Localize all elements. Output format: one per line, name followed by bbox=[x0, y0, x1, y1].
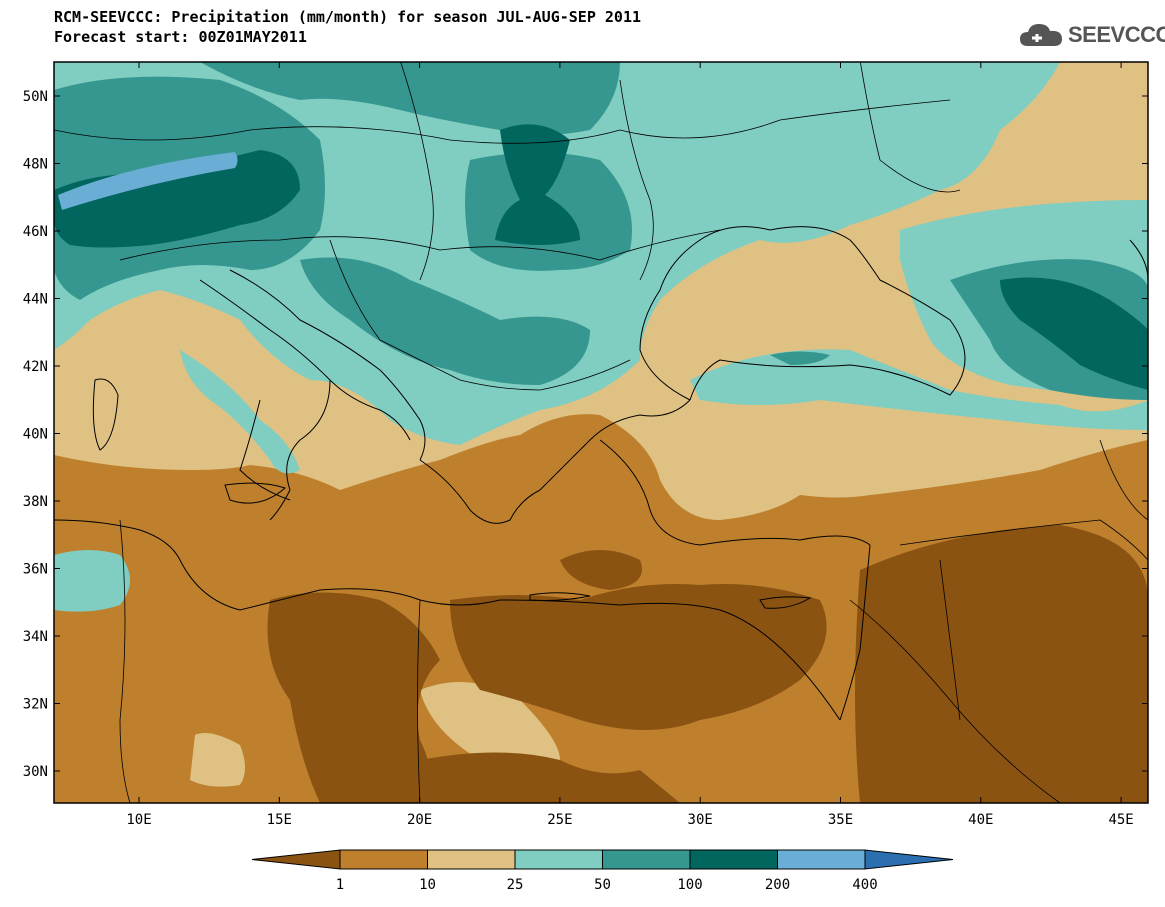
longitude-axis: 10E 15E 20E 25E 30E 35E 40E 45E bbox=[126, 62, 1134, 828]
field-100-200-carpathians bbox=[495, 124, 580, 245]
map-title: RCM-SEEVCCC: Precipitation (mm/month) fo… bbox=[54, 8, 641, 26]
colorbar-label: 200 bbox=[765, 877, 790, 893]
lon-label: 40E bbox=[968, 812, 993, 828]
coastline-north-africa bbox=[54, 519, 841, 721]
coastline-italy bbox=[199, 279, 411, 521]
coastline-adriatic bbox=[229, 269, 426, 461]
coastline-cyprus bbox=[759, 596, 812, 609]
colorbar-segment bbox=[689, 849, 778, 870]
lat-label: 30N bbox=[23, 764, 48, 780]
field-25-50-west-africa bbox=[54, 550, 130, 612]
border-line-6 bbox=[859, 62, 961, 193]
field-below-1-egypt bbox=[450, 584, 827, 730]
lat-label: 32N bbox=[23, 697, 48, 713]
colorbar-label: 50 bbox=[594, 877, 611, 893]
field-25-50-black-sea-south bbox=[690, 349, 1148, 430]
logo-text: SEEVCCC bbox=[1068, 22, 1165, 47]
border-line-11 bbox=[417, 599, 421, 803]
lat-label: 50N bbox=[23, 89, 48, 105]
field-10-25-south-patch bbox=[190, 732, 245, 787]
colorbar-segment bbox=[251, 849, 341, 870]
colorbar-label: 10 bbox=[419, 877, 436, 893]
colorbar-label: 100 bbox=[677, 877, 702, 893]
field-50-100-black-sea bbox=[770, 351, 830, 365]
seevccc-logo: SEEVCCC bbox=[1018, 20, 1165, 50]
lat-label: 36N bbox=[23, 562, 48, 578]
border-line-3 bbox=[329, 239, 631, 391]
field-below-1-libya bbox=[267, 592, 440, 803]
lat-label: 38N bbox=[23, 494, 48, 510]
precipitation-field bbox=[54, 62, 1148, 803]
border-line-1 bbox=[54, 99, 951, 144]
border-line-4 bbox=[400, 62, 434, 281]
colorbar-segment bbox=[339, 849, 428, 870]
coastlines bbox=[54, 226, 1148, 721]
lon-label: 20E bbox=[407, 812, 432, 828]
colorbar-segment bbox=[427, 849, 516, 870]
field-10-25-libya bbox=[420, 682, 560, 765]
coastline-sardinia bbox=[92, 378, 119, 451]
field-200-400-alps bbox=[58, 152, 238, 210]
map-frame bbox=[53, 61, 1149, 804]
border-line-8 bbox=[899, 519, 1148, 561]
latitude-axis: 50N 48N 46N 44N 42N 40N 38N 36N 34N 32N 30N bbox=[23, 89, 1148, 780]
colorbar-label: 400 bbox=[852, 877, 877, 893]
field-25-50-italy bbox=[180, 350, 300, 474]
lon-label: 10E bbox=[126, 812, 151, 828]
border-line-9 bbox=[1099, 439, 1148, 521]
border-line-10 bbox=[119, 519, 131, 803]
colorbar: 1 10 25 50 100 200 400 bbox=[251, 849, 954, 893]
field-below-1-arabia bbox=[855, 525, 1148, 803]
colorbar-label: 1 bbox=[336, 877, 344, 893]
lat-label: 44N bbox=[23, 292, 48, 308]
coastline-greece bbox=[419, 399, 691, 524]
coastline-levant bbox=[839, 544, 871, 721]
coastline-sicily bbox=[224, 482, 286, 504]
colorbar-segment bbox=[602, 849, 691, 870]
forecast-start-subtitle: Forecast start: 00Z01MAY2011 bbox=[54, 28, 307, 46]
lat-label: 34N bbox=[23, 629, 48, 645]
colorbar-segment bbox=[777, 849, 866, 870]
coastline-crete bbox=[529, 592, 591, 601]
lat-label: 40N bbox=[23, 427, 48, 443]
lat-label: 46N bbox=[23, 224, 48, 240]
field-100-200-caucasus bbox=[1000, 277, 1148, 390]
border-line-7 bbox=[849, 599, 1061, 803]
cloud-icon bbox=[1020, 24, 1062, 46]
field-below-1-aegean bbox=[560, 550, 642, 590]
coastline-turkey bbox=[599, 439, 871, 546]
colorbar-segment bbox=[514, 849, 603, 870]
coastline-black-sea bbox=[639, 226, 966, 401]
lat-label: 42N bbox=[23, 359, 48, 375]
lon-label: 25E bbox=[547, 812, 572, 828]
field-50-100-balkans bbox=[300, 257, 590, 385]
country-borders bbox=[54, 62, 1148, 803]
colorbar-label: 25 bbox=[507, 877, 524, 893]
border-line-5 bbox=[619, 79, 654, 281]
lon-label: 35E bbox=[828, 812, 853, 828]
lat-label: 48N bbox=[23, 157, 48, 173]
lon-label: 15E bbox=[267, 812, 292, 828]
colorbar-segment bbox=[864, 849, 954, 870]
lon-label: 45E bbox=[1108, 812, 1133, 828]
field-100-200-alps bbox=[54, 150, 300, 248]
lon-label: 30E bbox=[688, 812, 713, 828]
field-below-1-sahara-south bbox=[420, 752, 680, 803]
border-line-2 bbox=[119, 229, 721, 261]
border-line-12 bbox=[939, 559, 961, 721]
field-50-100-poland bbox=[200, 62, 620, 135]
